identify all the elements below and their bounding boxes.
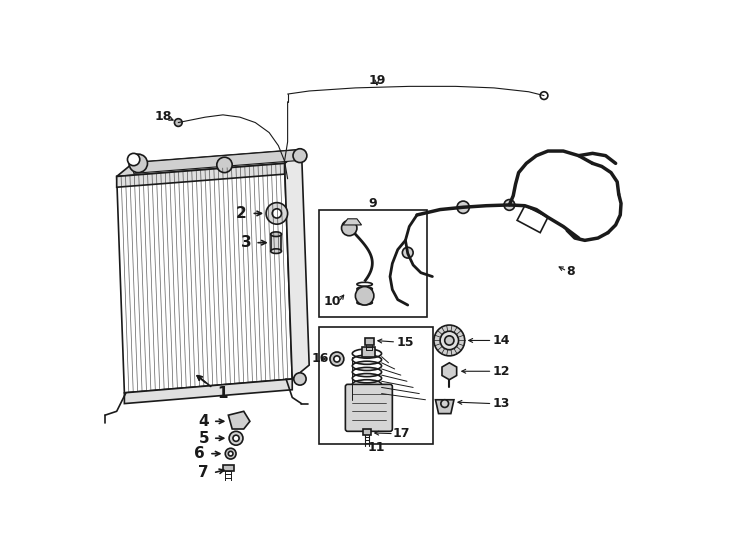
Polygon shape — [228, 411, 250, 429]
Bar — [365, 338, 374, 345]
Circle shape — [441, 400, 448, 408]
Circle shape — [175, 119, 182, 126]
Text: 2: 2 — [236, 206, 247, 221]
Circle shape — [272, 209, 281, 218]
Polygon shape — [442, 363, 457, 380]
Text: 8: 8 — [567, 265, 575, 278]
Circle shape — [266, 202, 288, 224]
Text: 12: 12 — [493, 364, 510, 378]
Polygon shape — [285, 150, 309, 379]
FancyBboxPatch shape — [346, 384, 393, 431]
Circle shape — [293, 148, 307, 163]
Text: 18: 18 — [154, 110, 172, 123]
Text: 6: 6 — [195, 446, 206, 461]
Text: 9: 9 — [368, 197, 377, 210]
Circle shape — [440, 331, 459, 350]
Circle shape — [457, 201, 469, 213]
Text: 19: 19 — [368, 73, 385, 87]
Circle shape — [355, 287, 374, 305]
Circle shape — [504, 200, 515, 211]
Circle shape — [434, 325, 465, 356]
Ellipse shape — [271, 249, 281, 253]
Circle shape — [330, 352, 344, 366]
Polygon shape — [117, 150, 302, 177]
Text: 14: 14 — [493, 334, 510, 347]
Circle shape — [128, 153, 139, 166]
Text: 17: 17 — [393, 427, 410, 440]
Circle shape — [229, 431, 243, 445]
Circle shape — [129, 154, 148, 173]
Circle shape — [402, 247, 413, 258]
Text: 11: 11 — [368, 441, 385, 454]
Text: 1: 1 — [217, 386, 228, 401]
Bar — [319, 210, 427, 318]
Text: 4: 4 — [198, 414, 209, 429]
Text: 7: 7 — [198, 465, 209, 481]
Bar — [271, 234, 281, 251]
Polygon shape — [134, 150, 302, 173]
Circle shape — [217, 157, 232, 173]
Bar — [319, 327, 433, 444]
Circle shape — [294, 373, 306, 385]
Text: 10: 10 — [324, 295, 341, 308]
Bar — [363, 429, 371, 435]
Bar — [362, 347, 375, 356]
Bar — [223, 465, 233, 471]
Circle shape — [334, 356, 340, 362]
Circle shape — [225, 448, 236, 459]
Text: 5: 5 — [198, 431, 209, 445]
Polygon shape — [435, 400, 454, 414]
Polygon shape — [343, 219, 362, 225]
Polygon shape — [124, 379, 292, 403]
Polygon shape — [117, 164, 285, 187]
Circle shape — [228, 451, 233, 456]
Circle shape — [341, 220, 357, 236]
Text: 16: 16 — [312, 353, 330, 366]
Text: 15: 15 — [396, 335, 414, 348]
Text: 13: 13 — [493, 397, 510, 410]
Text: 3: 3 — [241, 235, 251, 250]
Circle shape — [445, 336, 454, 345]
Circle shape — [233, 435, 239, 441]
Ellipse shape — [271, 232, 281, 237]
